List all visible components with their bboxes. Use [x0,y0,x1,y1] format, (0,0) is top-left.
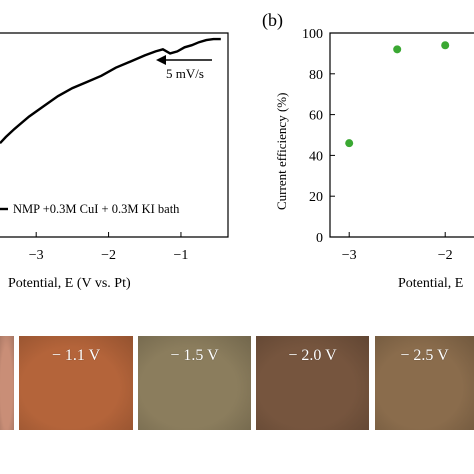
efficiency-point-1 [393,45,402,54]
left-x-tick-label-1: −2 [101,248,116,263]
efficiency-points [345,41,450,148]
left-x-tick-label-0: −3 [29,248,44,263]
right-x-tick-label-1: −2 [438,248,453,263]
right-y-tick-label-3: 60 [309,109,323,124]
left-x-tick-label-2: −1 [173,248,188,263]
sample-photo-2: − 1.5 V [138,336,251,430]
right-x-axis-label: Potential, E [398,276,463,291]
legend-text: NMP +0.3M CuI + 0.3M KI bath [13,202,180,216]
sample-photo-0 [0,336,14,430]
right-y-tick-label-1: 20 [309,190,323,205]
right-y-tick-label-0: 0 [316,231,323,246]
right-y-tick-label-2: 40 [309,149,323,164]
right-y-tick-label-5: 100 [302,27,323,42]
sample-label-3: − 2.0 V [288,347,337,364]
left-x-axis-label: Potential, E (V vs. Pt) [8,276,131,291]
sample-photo-3: − 2.0 V [256,336,369,430]
sample-photo-1: − 1.1 V [19,336,133,430]
sample-label-2: − 1.5 V [170,347,219,364]
efficiency-point-2 [441,41,450,50]
sample-photo-row: − 1.1 V − 1.5 V − 2.0 V − 2.5 V [0,336,474,432]
sample-photo-4: − 2.5 V [375,336,474,430]
sample-label-4: − 2.5 V [400,347,449,364]
panel-b-label: (b) [262,10,283,31]
scan-rate-annotation: 5 mV/s [166,66,204,81]
sample-label-1: − 1.1 V [51,347,101,364]
current-curve [0,37,221,145]
left-chart: −3 −2 −1 5 mV/s NMP +0.3M CuI + 0.3M KI ba… [0,32,229,291]
right-x-tick-label-0: −3 [342,248,357,263]
efficiency-point-0 [345,139,354,148]
arrow-head-icon [156,55,166,65]
right-y-axis-label: Current efficiency (%) [274,93,289,210]
left-x-ticks: −3 −2 −1 [29,232,188,263]
right-y-tick-label-4: 80 [309,68,323,83]
right-chart: (b) 0 20 40 60 80 100 −3 −2 Current efficiency … [262,10,474,291]
right-ticks: 0 20 40 60 80 100 −3 −2 [302,27,453,263]
right-axes-frame [329,32,474,238]
left-axes-frame [0,32,229,238]
